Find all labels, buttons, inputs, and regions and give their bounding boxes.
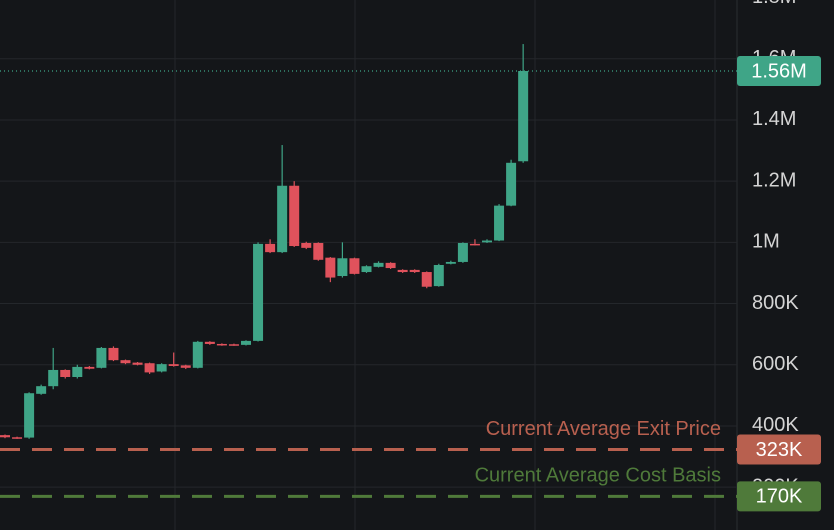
y-tick-label: 1M [752,231,780,253]
candle-body [337,258,348,277]
candle-body [349,258,360,274]
candle-body [24,393,35,438]
candle-body [445,261,456,264]
candle-body [494,205,505,241]
y-tick-label: 800K [752,292,799,314]
y-tick-label: 1.8M [752,0,796,8]
candle-body [60,369,71,377]
candle-body [518,70,529,162]
y-tick-label: 1.2M [752,169,796,191]
last-price-badge [737,55,821,86]
candle-body [228,344,239,346]
candle-body [457,242,468,262]
candle-body [241,340,251,345]
candle-body [0,435,10,438]
price-line-name: Current Average Cost Basis [475,465,721,487]
candle-body [192,341,203,368]
price-line-badge [737,434,821,465]
candle-body [72,366,83,377]
candle-body [12,437,23,439]
candle-body [421,272,432,287]
candle-body [108,347,119,361]
candle-body [156,364,167,372]
candle-body [385,262,396,269]
candle-body [409,269,420,273]
candle-body [289,185,300,247]
candle-body [144,363,155,373]
price-line-badge [737,481,821,512]
candle-body [36,386,47,394]
candle-body [433,265,444,287]
candle-body [168,364,179,366]
candle-body [96,347,107,368]
candle-body [120,360,131,364]
candle-body [506,162,517,206]
y-tick-label: 1.4M [752,108,796,130]
candle-body [216,343,227,346]
last-price-label: 1.56M [751,60,807,82]
candle-body [253,243,264,341]
price-line-name: Current Average Exit Price [486,418,721,440]
candle-body [277,185,288,253]
candle-body [361,266,372,273]
candle-body [180,365,191,368]
candle-body [313,242,324,260]
candle-body [373,262,384,267]
candle-body [265,243,276,253]
price-line-label: 170K [756,486,803,508]
candle-body [48,369,59,387]
candle-body [469,243,480,246]
candle-body [84,366,95,369]
y-tick-label: 600K [752,353,799,375]
y-tick-label: 400K [752,414,799,436]
candle-body [325,257,336,278]
candle-body [301,242,312,248]
price-line-label: 323K [756,439,803,461]
candle-body [397,269,408,273]
candle-body [132,362,143,365]
candle-body [204,341,215,344]
candle-body [482,240,492,243]
